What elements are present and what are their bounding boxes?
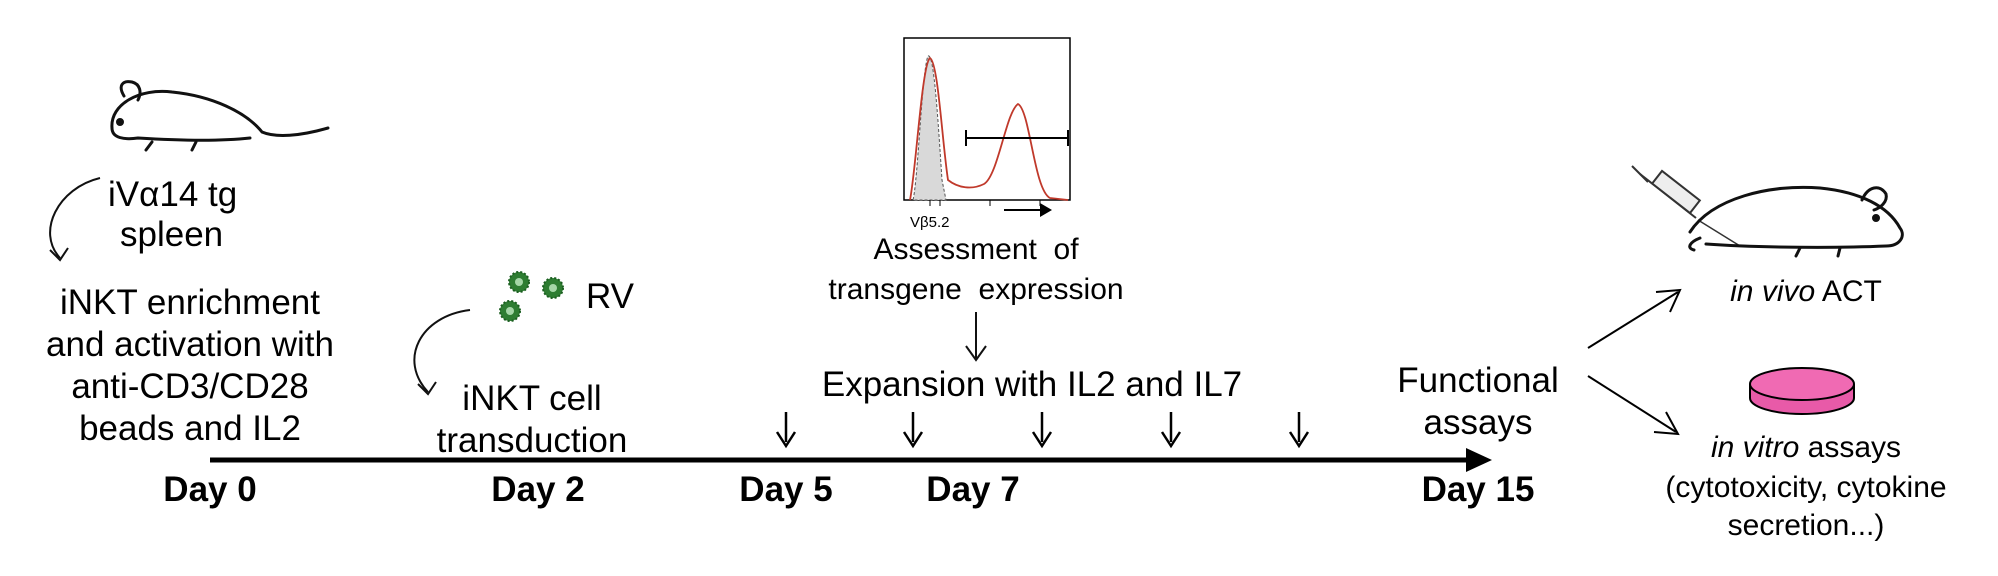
expansion-label: Expansion with IL2 and IL7 [821, 365, 1243, 404]
petri-dish-icon [1749, 367, 1855, 415]
histogram-axis-label: Vβ5.2 [910, 214, 950, 231]
flow-histogram [903, 37, 1071, 217]
day-7-label: Day 7 [926, 470, 1020, 509]
virus-icon [499, 271, 564, 322]
assessment-line1: Assessment of [873, 233, 1079, 266]
mouse-icon [1688, 185, 1904, 258]
in-vivo-rest: ACT [1815, 275, 1882, 308]
enrichment-line1: iNKT enrichment [59, 283, 321, 322]
in-vivo-label: in vivo ACT [1730, 274, 1882, 310]
virus-label: RV [586, 277, 634, 316]
enrichment-line2: and activation with [46, 325, 334, 364]
transduction-line1: iNKT cell [462, 379, 602, 418]
syringe-icon [1631, 165, 1741, 247]
in-vivo-arrow [1587, 291, 1679, 349]
source-label-line2: spleen [120, 215, 224, 254]
day-2-label: Day 2 [491, 470, 585, 509]
enrichment-line4: beads and IL2 [79, 409, 301, 448]
day-5-label: Day 5 [739, 470, 833, 509]
functional-line2: assays [1423, 403, 1533, 442]
in-vitro-arrow [1587, 375, 1677, 433]
in-vitro-line3: secretion...) [1727, 509, 1885, 542]
mouse-icon [110, 80, 330, 152]
curved-arrow [413, 309, 471, 393]
in-vitro-rest: assays [1799, 431, 1902, 464]
in-vitro-line2: (cytotoxicity, cytokine [1665, 471, 1947, 504]
day-15-label: Day 15 [1421, 470, 1535, 509]
in-vivo-italic: in vivo [1730, 275, 1816, 308]
in-vitro-label: in vitro assays [1711, 430, 1901, 466]
in-vitro-italic: in vitro [1710, 431, 1800, 464]
feeding-arrows [775, 412, 1310, 449]
curved-arrow [49, 177, 101, 259]
source-label-line1: iVα14 tg [108, 175, 238, 214]
functional-line1: Functional [1397, 361, 1559, 400]
transduction-line2: transduction [436, 421, 628, 460]
day-0-label: Day 0 [163, 470, 257, 509]
enrichment-line3: anti-CD3/CD28 [71, 367, 309, 406]
assessment-line2: transgene expression [828, 273, 1124, 306]
